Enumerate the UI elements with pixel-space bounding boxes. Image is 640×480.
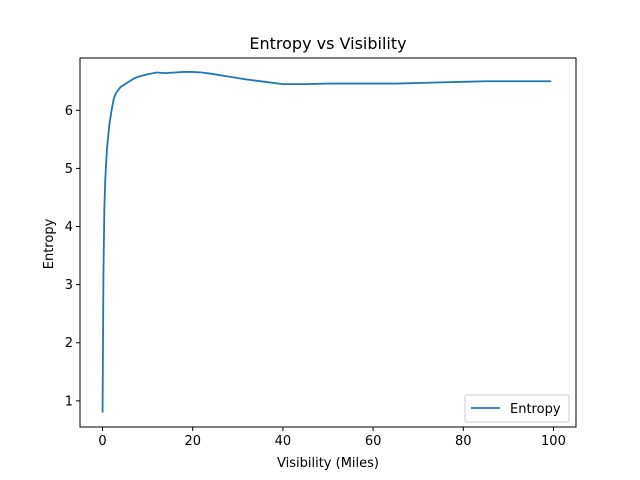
- x-tick-label: 20: [184, 434, 201, 449]
- y-tick-label: 1: [65, 394, 73, 409]
- y-tick-label: 5: [65, 162, 73, 177]
- legend-label-entropy: Entropy: [510, 402, 561, 417]
- y-tick-label: 4: [65, 220, 73, 235]
- axes-frame: [79, 57, 577, 428]
- x-tick-label: 40: [275, 434, 292, 449]
- chart-title: Entropy vs Visibility: [249, 34, 406, 53]
- x-tick-label: 0: [98, 434, 106, 449]
- y-tick-label: 3: [65, 278, 73, 293]
- plot-area: 0 20 40 60 80 100 1 2 3 4 5 6: [65, 57, 577, 449]
- series-line-entropy: [101, 71, 552, 413]
- x-tick-label: 80: [455, 434, 472, 449]
- x-tick-label: 60: [365, 434, 382, 449]
- y-axis-label: Entropy: [42, 218, 57, 269]
- legend-box: [464, 394, 570, 423]
- legend: Entropy: [464, 394, 570, 423]
- x-tick-label: 100: [541, 434, 566, 449]
- y-tick-label: 2: [65, 336, 73, 351]
- x-axis-label: Visibility (Miles): [277, 456, 379, 471]
- y-tick-label: 6: [65, 104, 73, 119]
